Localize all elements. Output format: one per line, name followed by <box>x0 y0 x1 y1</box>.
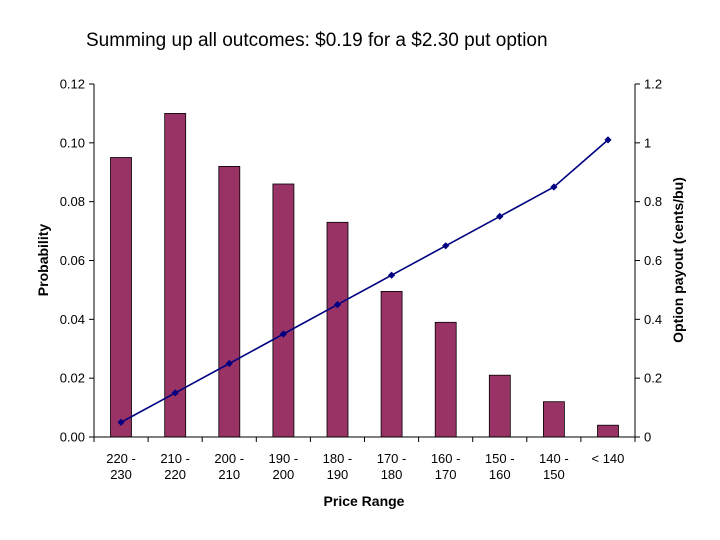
bar-4 <box>326 221 349 438</box>
y2-tick-label: 0.6 <box>644 253 662 268</box>
bar-9 <box>597 424 619 438</box>
y2-axis-label: Option payout (cents/bu) <box>670 177 686 343</box>
y-tick-label: 0.02 <box>60 371 85 386</box>
bar-3 <box>272 183 295 438</box>
x-tick-label: 200 -210 <box>214 451 244 482</box>
x-tick-label: 140 -150 <box>539 451 569 482</box>
y-tick-label: 0.12 <box>60 77 85 92</box>
line-point-8 <box>550 183 558 191</box>
y-tick-label: 0.10 <box>60 135 85 150</box>
line-series <box>117 136 612 426</box>
bar-series <box>110 113 619 438</box>
y2-tick-label: 0.2 <box>644 371 662 386</box>
y2-tick-label: 1 <box>644 135 651 150</box>
bar-5 <box>380 290 403 438</box>
y2-tick-label: 0 <box>644 430 651 445</box>
line-point-5 <box>387 271 396 279</box>
line-point-2 <box>225 359 233 368</box>
payout-line <box>120 139 609 424</box>
line-point-3 <box>279 330 287 338</box>
x-tick-label: 180 -190 <box>323 451 353 482</box>
x-axis-label: Price Range <box>324 493 405 509</box>
tick-labels: 0.00 0.02 0.04 0.06 0.08 0.10 0.12 0 0.2 0.4 0.6 0.… <box>60 77 662 483</box>
y-tick-label: 0.06 <box>60 253 85 268</box>
line-point-1 <box>171 389 179 397</box>
x-tick-label: 160 -170 <box>431 451 461 482</box>
line-point-4 <box>333 301 342 309</box>
bar-8 <box>543 401 565 438</box>
line-point-6 <box>442 242 450 250</box>
x-tick-label: 170 -180 <box>377 451 407 482</box>
y-tick-label: 0.04 <box>60 312 85 327</box>
axes <box>89 83 640 442</box>
line-point-0 <box>117 418 125 426</box>
x-tick-label: 210 -220 <box>160 451 190 482</box>
line-point-9 <box>604 136 612 144</box>
y2-tick-label: 0.4 <box>644 312 662 327</box>
y2-tick-label: 0.8 <box>644 194 662 209</box>
bar-7 <box>488 374 511 438</box>
x-tick-label: 220 -230 <box>106 451 136 482</box>
x-tick-label: 150 -160 <box>485 451 515 482</box>
x-tick-label: 190 -200 <box>269 451 299 482</box>
y2-tick-label: 1.2 <box>644 77 662 92</box>
y-tick-label: 0.00 <box>60 430 85 445</box>
y-axis-label: Probability <box>35 224 51 297</box>
y-tick-label: 0.08 <box>60 194 85 209</box>
bar-6 <box>434 321 457 438</box>
x-tick-label: < 140 <box>591 451 624 466</box>
slide-title: Summing up all outcomes: $0.19 for a $2.… <box>86 30 548 51</box>
bar-2 <box>218 165 241 438</box>
bar-0 <box>110 157 132 438</box>
line-point-7 <box>496 212 504 220</box>
